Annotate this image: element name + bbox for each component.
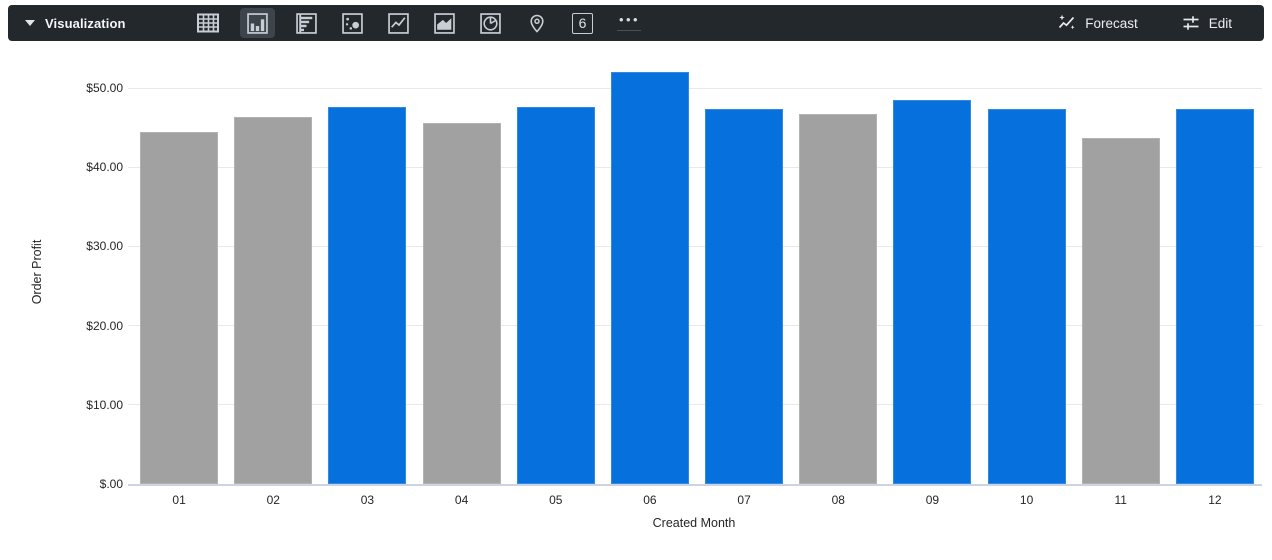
viz-type-line[interactable] bbox=[385, 9, 413, 37]
bar-month-06[interactable] bbox=[610, 72, 689, 484]
viz-type-pie[interactable] bbox=[477, 9, 505, 37]
bar-month-09[interactable] bbox=[893, 99, 972, 484]
area-chart-icon bbox=[434, 12, 455, 34]
x-tick-label: 04 bbox=[454, 493, 469, 507]
bar-month-04[interactable] bbox=[422, 122, 501, 484]
x-tick-label: 10 bbox=[1019, 493, 1034, 507]
bar-month-01[interactable] bbox=[140, 131, 219, 484]
column-chart-icon bbox=[246, 12, 268, 34]
gridline bbox=[128, 325, 1262, 327]
y-tick-label: $40.00 bbox=[86, 160, 123, 175]
x-tick-label: 12 bbox=[1208, 493, 1222, 507]
x-axis-title: Created Month bbox=[652, 516, 736, 530]
scatter-plot-icon bbox=[342, 12, 363, 34]
bar-month-10[interactable] bbox=[987, 109, 1066, 484]
x-tick-label: 03 bbox=[360, 493, 375, 507]
pie-chart-icon bbox=[480, 12, 501, 34]
toolbar-right-actions: Forecast Edit bbox=[1058, 14, 1264, 32]
bar-month-05[interactable] bbox=[516, 107, 595, 484]
bar-month-03[interactable] bbox=[328, 107, 407, 484]
x-tick-label: 05 bbox=[549, 493, 563, 507]
y-tick-label: $50.00 bbox=[86, 81, 123, 95]
forecast-button[interactable]: Forecast bbox=[1058, 14, 1138, 32]
x-tick-label: 06 bbox=[643, 493, 657, 507]
gridline bbox=[128, 245, 1262, 247]
gridline bbox=[128, 404, 1262, 406]
bar-month-12[interactable] bbox=[1175, 109, 1254, 484]
y-tick-label: $10.00 bbox=[86, 397, 123, 412]
viz-type-bar[interactable] bbox=[293, 9, 321, 37]
viz-type-column[interactable] bbox=[239, 8, 275, 38]
table-icon bbox=[196, 13, 219, 33]
edit-label: Edit bbox=[1208, 15, 1232, 31]
map-pin-icon bbox=[529, 14, 544, 33]
x-tick-label: 11 bbox=[1114, 493, 1127, 507]
bar-month-02[interactable] bbox=[234, 116, 313, 484]
viz-type-map[interactable] bbox=[523, 9, 551, 37]
x-tick-label: 01 bbox=[172, 493, 186, 507]
bar-month-07[interactable] bbox=[705, 109, 784, 484]
x-tick-label: 02 bbox=[266, 493, 280, 507]
caret-down-icon bbox=[25, 20, 35, 26]
visualization-label: Visualization bbox=[45, 15, 126, 31]
y-tick-label: $.00 bbox=[99, 477, 123, 491]
gridline bbox=[128, 87, 1262, 89]
viz-type-more[interactable]: ••• bbox=[615, 9, 643, 37]
more-underline bbox=[616, 30, 641, 31]
bar-month-08[interactable] bbox=[799, 114, 878, 484]
viz-type-area[interactable] bbox=[431, 9, 459, 37]
viz-type-scatter[interactable] bbox=[339, 9, 367, 37]
viz-type-table[interactable] bbox=[194, 9, 222, 37]
y-tick-label: $20.00 bbox=[86, 318, 123, 333]
x-axis-baseline bbox=[128, 484, 1262, 486]
bar-month-11[interactable] bbox=[1081, 137, 1160, 484]
viz-type-single-value[interactable]: 6 bbox=[569, 9, 597, 37]
line-chart-icon bbox=[388, 12, 409, 34]
visualization-toolbar: Visualization bbox=[8, 5, 1264, 41]
edit-button[interactable]: Edit bbox=[1182, 14, 1232, 32]
viz-type-strip: 6 ••• bbox=[194, 8, 643, 38]
x-tick-label: 09 bbox=[925, 493, 940, 507]
bar-chart-icon bbox=[296, 12, 317, 34]
y-tick-label: $30.00 bbox=[86, 239, 123, 254]
x-tick-label: 07 bbox=[737, 493, 751, 507]
x-tick-label: 08 bbox=[831, 493, 845, 507]
single-value-icon: 6 bbox=[572, 12, 594, 34]
more-dots-icon: ••• bbox=[618, 12, 641, 27]
edit-sliders-icon bbox=[1183, 16, 1199, 30]
gridline bbox=[128, 166, 1262, 168]
visualization-collapse-toggle[interactable]: Visualization bbox=[8, 16, 126, 31]
forecast-sparkle-icon bbox=[1059, 14, 1075, 30]
forecast-label: Forecast bbox=[1085, 15, 1138, 31]
